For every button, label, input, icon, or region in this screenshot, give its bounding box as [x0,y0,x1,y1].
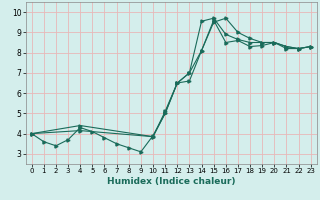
X-axis label: Humidex (Indice chaleur): Humidex (Indice chaleur) [107,177,236,186]
